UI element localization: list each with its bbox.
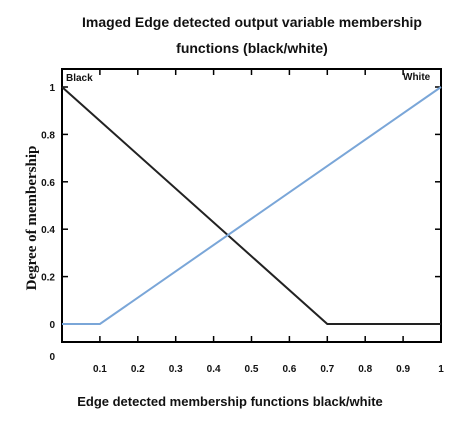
series-line-white — [62, 86, 442, 325]
x-tick-label: 0.4 — [207, 364, 221, 375]
series-label-black: Black — [66, 73, 93, 84]
series-label-white: White — [403, 72, 431, 83]
y-axis-zero-label: 0 — [49, 352, 55, 363]
axis-ticks: 0.1 0.2 0.3 0.4 0.5 0.6 0.7 0.8 0.9 1 0 0.2 0.4 0.6 0.… — [41, 69, 444, 375]
x-tick-label: 0.9 — [396, 364, 410, 375]
x-tick-label: 0.8 — [358, 364, 372, 375]
x-tick-label: 0.6 — [282, 364, 296, 375]
x-tick-label: 0.3 — [169, 364, 183, 375]
x-tick-label: 0.2 — [131, 364, 145, 375]
y-tick-label: 1 — [49, 83, 55, 94]
y-tick-label: 0.8 — [41, 130, 55, 141]
y-tick-label: 0.6 — [41, 178, 55, 189]
series-line-black — [61, 86, 441, 325]
x-axis-label: Edge detected membership functions black… — [77, 394, 383, 409]
x-tick-label: 0.5 — [245, 364, 259, 375]
x-tick-label: 1 — [438, 364, 444, 375]
y-tick-label: 0.4 — [41, 225, 55, 236]
y-axis-label: Degree of membership — [24, 146, 40, 291]
plot-area-frame — [61, 68, 442, 343]
x-tick-label: 0.7 — [320, 364, 334, 375]
chart-title-line-1: Imaged Edge detected output variable mem… — [82, 14, 422, 30]
y-tick-label: 0 — [49, 320, 55, 331]
x-tick-label: 0.1 — [93, 364, 107, 375]
chart-title-line-2: functions (black/white) — [176, 40, 328, 56]
series-layer — [61, 86, 442, 325]
y-tick-label: 0.2 — [41, 273, 55, 284]
